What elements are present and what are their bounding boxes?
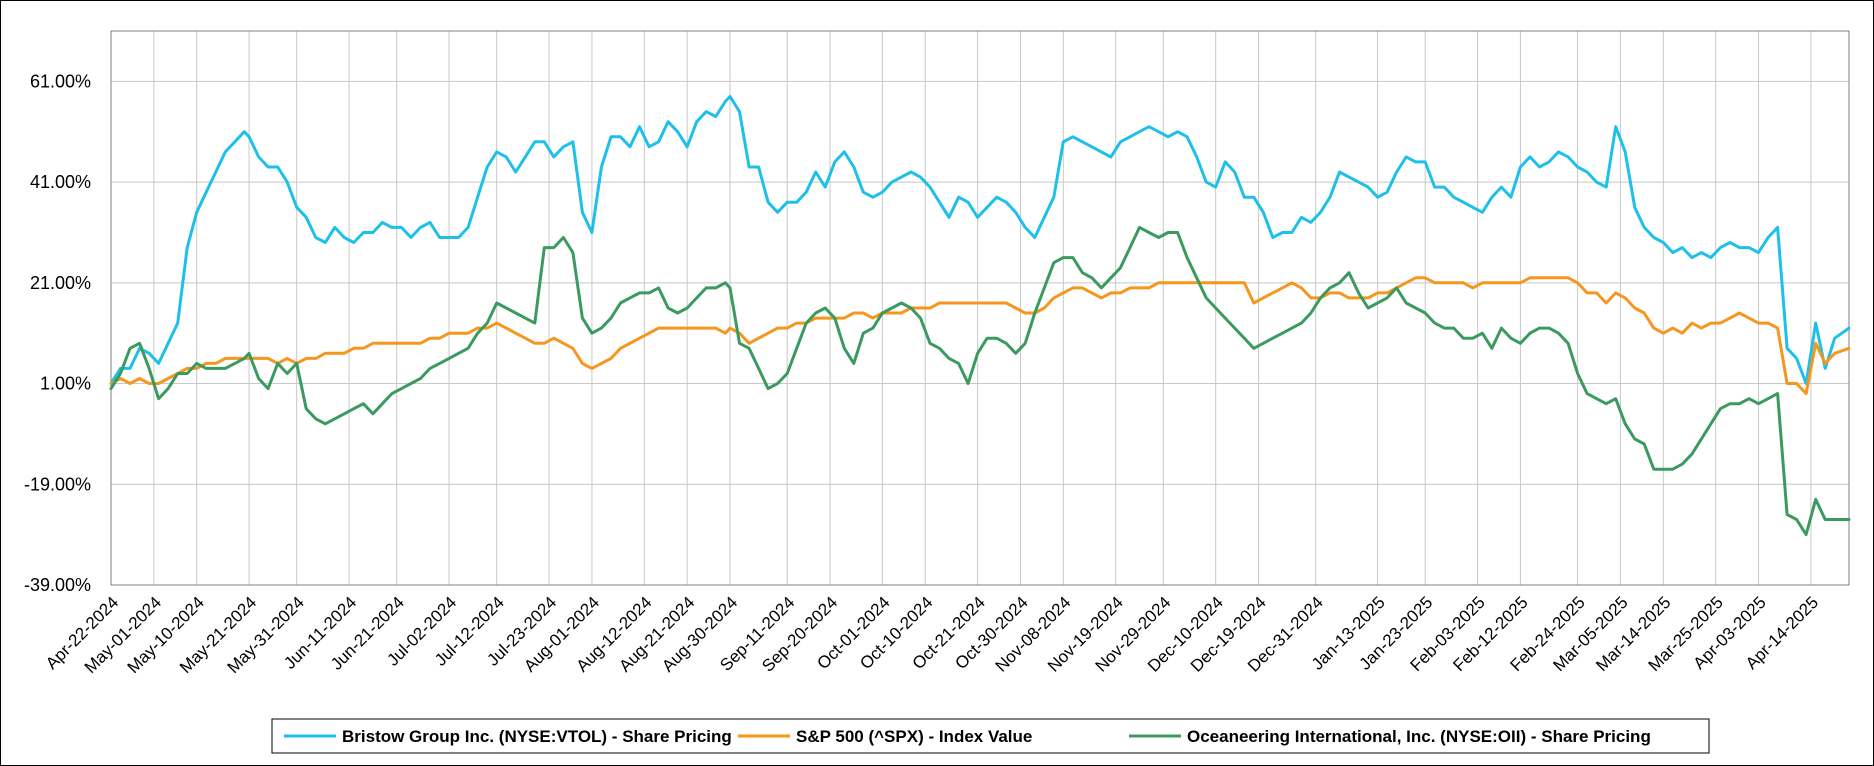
legend-label-2: Oceaneering International, Inc. (NYSE:OI… [1187,727,1651,746]
legend-box [271,718,1710,754]
x-axis-ticks: Apr-22-2024May-01-2024May-10-2024May-21-… [42,593,1822,677]
y-tick-label: 41.00% [30,172,91,192]
series-line-2 [109,225,1851,537]
y-tick-label: 1.00% [40,374,91,394]
legend-label-0: Bristow Group Inc. (NYSE:VTOL) - Share P… [342,727,732,746]
series-line-1 [109,276,1851,396]
y-tick-label: -19.00% [24,474,91,494]
y-tick-label: 21.00% [30,273,91,293]
series-line-0 [109,95,1851,385]
plot-area-border [110,30,1850,586]
series-lines [109,95,1851,537]
grid [110,31,1849,586]
y-tick-label: 61.00% [30,71,91,91]
y-tick-label: -39.00% [24,575,91,595]
y-axis-ticks: 61.00% 41.00% 21.00% 1.00% -19.00% -39.00% [24,71,91,595]
legend-label-1: S&P 500 (^SPX) - Index Value [796,727,1032,746]
legend: Bristow Group Inc. (NYSE:VTOL) - Share P… [271,718,1710,754]
